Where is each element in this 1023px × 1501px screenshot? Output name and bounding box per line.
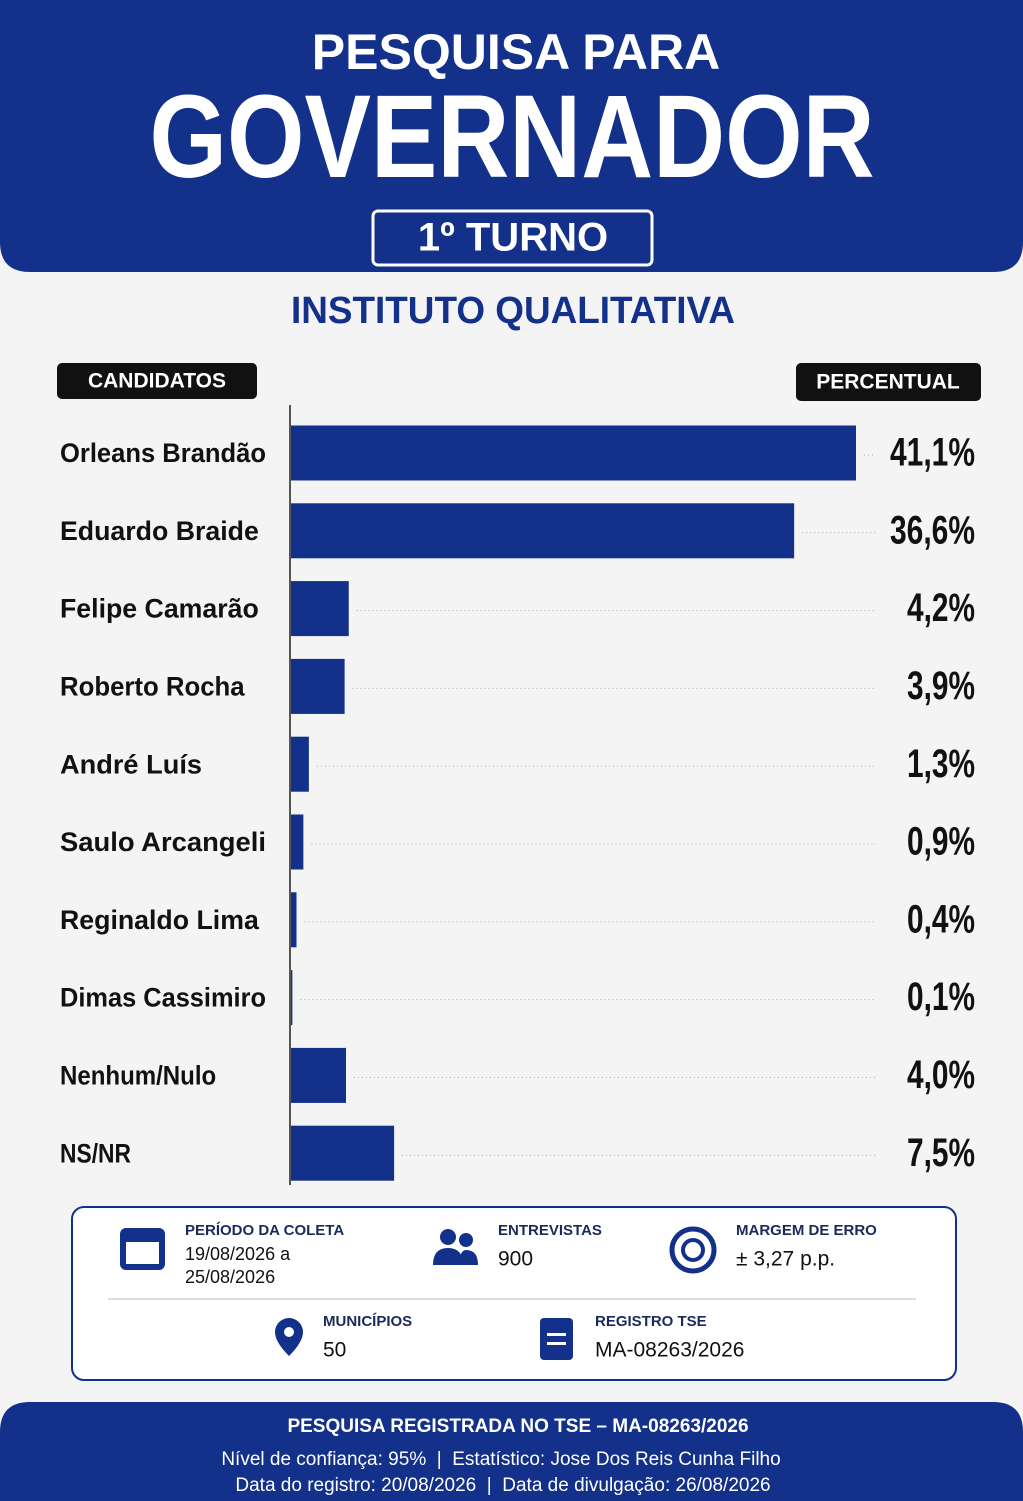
bar [291,1125,395,1181]
people-icon [433,1248,478,1265]
clipboard-icon [540,1318,573,1360]
info-label: PERÍODO DA COLETA [185,1222,344,1239]
category-label: Roberto Rocha [60,672,246,702]
value-label: 3,9% [907,664,975,708]
category-label: Nenhum/Nulo [60,1061,216,1091]
category-label: Orleans Brandão [60,438,266,468]
bar [291,970,293,1026]
footer-title: PESQUISA REGISTRADA NO TSE – MA-08263/20… [287,1416,748,1437]
category-label: Eduardo Braide [60,516,259,546]
bar [291,581,349,637]
round-label: 1º TURNO [418,216,608,260]
footer-line: Data do registro: 20/08/2026 | Data de d… [235,1475,770,1496]
value-label: 7,5% [907,1131,975,1175]
bar [291,503,795,559]
icons [120,1226,717,1360]
value-label: 0,1% [907,975,975,1019]
info-label: MUNICÍPIOS [323,1313,412,1330]
info-value: 19/08/2026 a [185,1244,291,1264]
footer-band [0,1402,1023,1501]
clipboard-line [547,1342,566,1345]
people-icon [459,1233,473,1247]
value-header-box [796,363,981,401]
category-label: Felipe Camarão [60,594,259,624]
info-value: ± 3,27 p.p. [736,1248,835,1271]
info-items: PERÍODO DA COLETA 19/08/2026 a 25/08/2026 E… [185,1222,877,1362]
footer-line: Nível de confiança: 95% | Estatístico: J… [221,1449,780,1470]
calendar-face [126,1242,159,1264]
category-label: Dimas Cassimiro [60,983,266,1013]
bar [291,892,297,948]
value-label: 41,1% [890,431,975,475]
info-label: MARGEM DE ERRO [736,1222,877,1239]
people-icon [440,1229,456,1245]
value-label: 0,9% [907,820,975,864]
bar [291,814,304,870]
value-label: 4,2% [907,586,975,630]
bar [291,736,309,792]
header-kicker: PESQUISA PARA [312,24,720,80]
bars: Orleans Brandão 41,1% Eduardo Braide 36,6% F… [60,425,975,1181]
info-label: REGISTRO TSE [595,1313,707,1330]
bar [291,425,856,481]
institute: INSTITUTO QUALITATIVA [291,290,735,332]
value-label: 36,6% [890,508,975,552]
round-box [371,209,654,267]
header-band [0,0,1023,272]
info-value: 50 [323,1339,346,1362]
value-label: 0,4% [907,897,975,941]
value-label: 4,0% [907,1053,975,1097]
bar [291,1047,346,1103]
pin-icon [284,1327,294,1337]
category-header-box [57,363,257,399]
category-label: NS/NR [60,1138,131,1168]
category-label: André Luís [60,749,202,779]
info-label: ENTREVISTAS [498,1222,602,1239]
info-value: 900 [498,1248,533,1271]
clipboard-line [547,1333,566,1336]
info-value: MA-08263/2026 [595,1339,744,1362]
category-label: Saulo Arcangeli [60,827,266,857]
target-icon [669,1226,717,1274]
target-icon [681,1238,705,1262]
value-label: 1,3% [907,742,975,786]
header-title: GOVERNADOR [150,71,875,203]
info-value: 25/08/2026 [185,1267,275,1287]
category-header: CANDIDATOS [88,370,226,393]
value-header: PERCENTUAL [816,371,960,394]
bar [291,658,345,714]
category-label: Reginaldo Lima [60,905,260,935]
